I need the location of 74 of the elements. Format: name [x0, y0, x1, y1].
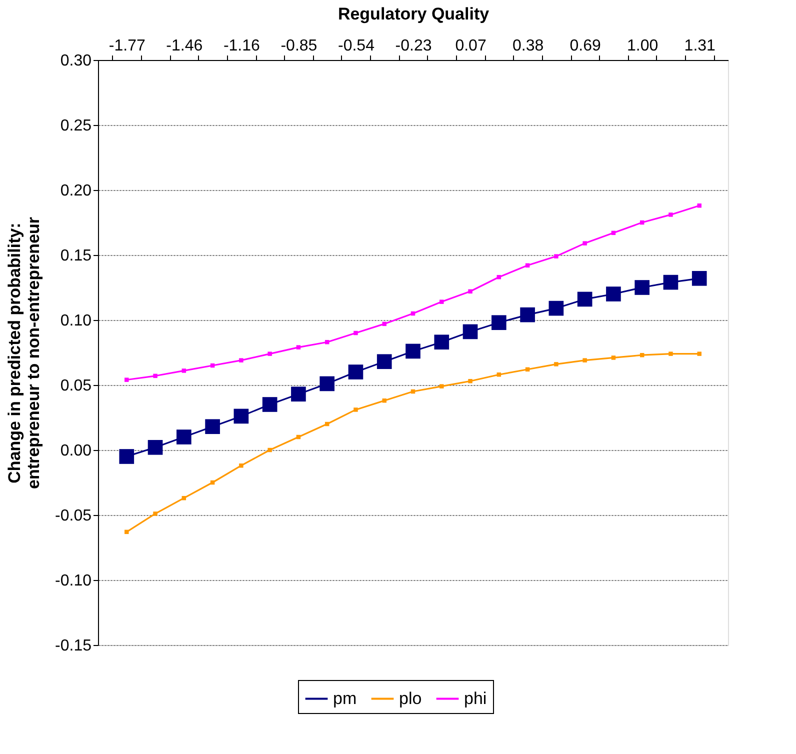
point: [354, 408, 358, 412]
point: [634, 280, 650, 295]
point: [382, 398, 386, 403]
point: [697, 203, 702, 208]
point: [296, 345, 301, 350]
x-tick-label: 0.38: [512, 38, 544, 54]
point: [554, 254, 558, 258]
point: [382, 322, 386, 326]
x-tick-label: -1.16: [223, 38, 260, 54]
point: [148, 440, 163, 455]
point: [606, 286, 621, 302]
y-tick-label: 0.25: [60, 118, 92, 134]
y-axis-title: Change in predicted probability: entrepreneur to non-entrepreneur: [5, 216, 44, 490]
y-tick-label: 0.30: [60, 52, 92, 70]
point: [124, 378, 129, 382]
x-tick-label: -1.46: [166, 38, 203, 54]
point: [468, 289, 472, 294]
x-tick-label: 0.69: [570, 38, 601, 54]
point: [554, 362, 558, 366]
point: [462, 324, 478, 340]
point: [440, 300, 444, 304]
point: [520, 307, 535, 322]
legend-label: phi: [464, 688, 487, 708]
y-tick-label: -0.10: [55, 572, 92, 590]
x-tick-label: -0.85: [280, 38, 318, 54]
x-tick-label: 0.07: [455, 38, 486, 54]
point: [434, 334, 450, 350]
point: [348, 364, 364, 380]
point: [124, 530, 129, 534]
y-tick-label: 0.20: [60, 182, 92, 200]
y-tick-label: 0.00: [60, 442, 92, 460]
x-tick-label: -1.77: [108, 38, 146, 54]
y-tick-label: -0.15: [55, 638, 92, 654]
legend-label: plo: [399, 688, 422, 708]
point: [406, 344, 420, 359]
point: [119, 449, 134, 464]
y-tick-label: 0.15: [60, 248, 92, 264]
point: [268, 448, 272, 452]
x-tick-label: 1.31: [684, 38, 716, 54]
point: [291, 386, 306, 402]
point: [548, 300, 564, 316]
point: [239, 358, 244, 362]
legend-label: pm: [333, 688, 357, 708]
point: [611, 356, 616, 360]
point: [577, 292, 592, 307]
point: [262, 397, 278, 412]
y-tick-label: 0.10: [60, 312, 92, 330]
point: [468, 378, 472, 384]
point: [668, 212, 673, 217]
point: [440, 384, 444, 388]
point: [582, 241, 587, 246]
y-tick-label: 0.05: [60, 378, 92, 394]
point: [320, 376, 335, 392]
point: [692, 270, 707, 286]
point: [153, 374, 158, 378]
point: [182, 368, 186, 373]
point: [697, 352, 702, 356]
x-tick-label: -0.23: [395, 38, 432, 54]
point: [668, 352, 673, 356]
point: [153, 512, 158, 516]
point: [234, 408, 249, 424]
point: [491, 315, 506, 330]
x-tick-label: 1.00: [627, 38, 658, 54]
y-tick-label: -0.05: [55, 508, 92, 524]
point: [268, 352, 272, 356]
point: [663, 274, 678, 290]
point: [205, 419, 220, 434]
point: [376, 354, 392, 370]
point: [239, 463, 244, 468]
x-tick-label: -0.54: [338, 38, 375, 54]
x-axis-title: Regulatory Quality: [338, 4, 490, 24]
point: [582, 358, 587, 362]
point: [176, 430, 192, 444]
point: [354, 330, 358, 336]
